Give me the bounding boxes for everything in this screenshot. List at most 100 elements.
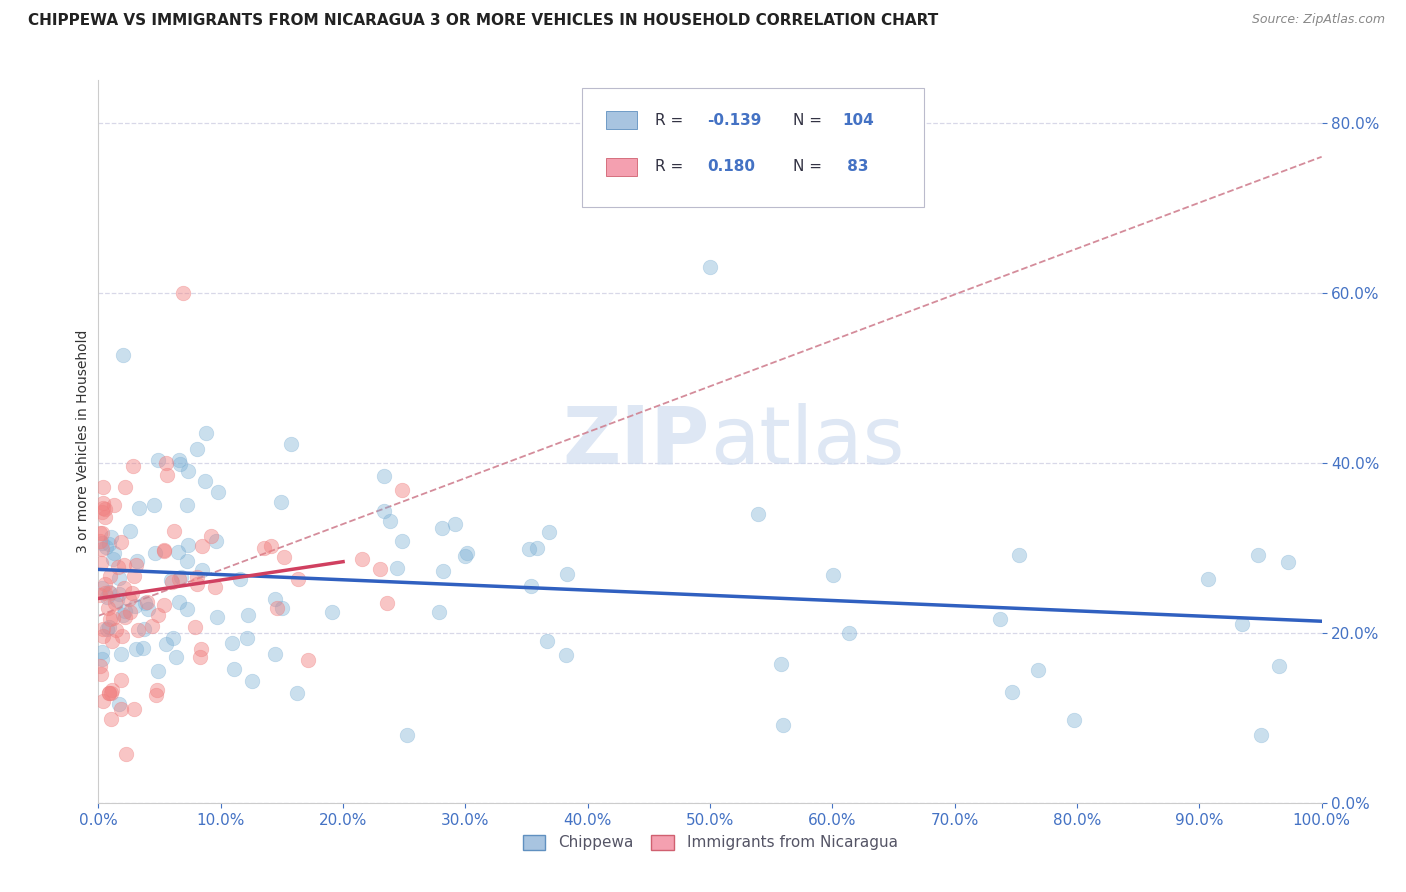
Point: [120, 605, 142, 619]
Point: [772, 718, 794, 732]
Point: [236, 632, 259, 646]
Point: [108, 571, 131, 585]
Point: [264, 647, 287, 661]
Point: [1268, 658, 1291, 673]
Point: [264, 592, 287, 607]
Text: ZIP: ZIP: [562, 402, 710, 481]
Point: [90, 526, 112, 541]
Text: CHIPPEWA VS IMMIGRANTS FROM NICARAGUA 3 OR MORE VEHICLES IN HOUSEHOLD CORRELATIO: CHIPPEWA VS IMMIGRANTS FROM NICARAGUA 3 …: [28, 13, 938, 29]
Point: [285, 686, 308, 700]
Point: [110, 535, 132, 549]
Point: [236, 607, 259, 622]
Point: [146, 608, 169, 623]
Point: [432, 564, 454, 578]
Point: [176, 464, 198, 478]
Point: [91, 496, 114, 510]
Text: N =: N =: [793, 112, 827, 128]
Point: [107, 560, 129, 574]
Point: [142, 499, 165, 513]
Point: [132, 622, 155, 636]
Point: [124, 702, 146, 716]
Text: 0.180: 0.180: [707, 160, 755, 175]
Point: [228, 573, 250, 587]
Point: [115, 747, 138, 762]
Point: [186, 577, 208, 591]
Point: [520, 579, 543, 593]
Point: [280, 436, 302, 450]
FancyBboxPatch shape: [582, 87, 924, 207]
Point: [148, 453, 170, 467]
Point: [91, 505, 114, 519]
Point: [96, 591, 118, 605]
Point: [176, 602, 198, 616]
Point: [190, 642, 212, 657]
Point: [94, 586, 117, 600]
Point: [101, 634, 124, 648]
Text: 83: 83: [842, 160, 869, 175]
Point: [98, 537, 121, 551]
Point: [110, 673, 132, 687]
Text: R =: R =: [655, 112, 688, 128]
Point: [456, 546, 478, 560]
Point: [1001, 685, 1024, 699]
Point: [190, 539, 212, 553]
Point: [100, 686, 122, 700]
Point: [167, 453, 190, 467]
Point: [271, 600, 294, 615]
Point: [156, 468, 179, 483]
Point: [91, 480, 114, 494]
Point: [378, 515, 401, 529]
Point: [427, 605, 450, 619]
Point: [1197, 573, 1219, 587]
Point: [172, 285, 194, 300]
Point: [114, 604, 136, 618]
Point: [207, 610, 229, 624]
Point: [297, 653, 319, 667]
Point: [112, 581, 135, 595]
Point: [100, 530, 122, 544]
Point: [136, 602, 159, 616]
Point: [96, 622, 118, 636]
Point: [191, 563, 214, 577]
Point: [163, 524, 186, 539]
Point: [100, 569, 122, 583]
Point: [89, 659, 111, 673]
Point: [273, 549, 295, 564]
Point: [114, 609, 136, 624]
Point: [91, 581, 114, 595]
Point: [821, 567, 844, 582]
Point: [118, 592, 141, 607]
Point: [91, 652, 114, 666]
Point: [699, 260, 721, 275]
Text: R =: R =: [655, 160, 693, 175]
Point: [125, 558, 148, 572]
Point: [93, 694, 115, 708]
Point: [838, 626, 860, 640]
Point: [1008, 548, 1031, 562]
Point: [111, 629, 134, 643]
Point: [90, 667, 112, 681]
Point: [104, 596, 127, 610]
Point: [132, 640, 155, 655]
Point: [385, 561, 408, 575]
Point: [162, 632, 184, 646]
Point: [167, 572, 190, 586]
Point: [988, 612, 1011, 626]
Legend: Chippewa, Immigrants from Nicaragua: Chippewa, Immigrants from Nicaragua: [516, 829, 904, 856]
Point: [141, 619, 163, 633]
Point: [90, 542, 112, 557]
Point: [153, 544, 176, 558]
Point: [90, 556, 112, 570]
Bar: [606, 158, 637, 176]
Point: [155, 456, 177, 470]
Point: [114, 480, 136, 494]
Point: [146, 664, 169, 678]
Point: [165, 650, 187, 665]
Point: [253, 541, 276, 555]
Point: [391, 534, 413, 549]
Point: [155, 637, 177, 651]
Point: [1063, 713, 1085, 727]
Point: [321, 605, 343, 619]
Point: [100, 713, 122, 727]
Point: [207, 484, 229, 499]
